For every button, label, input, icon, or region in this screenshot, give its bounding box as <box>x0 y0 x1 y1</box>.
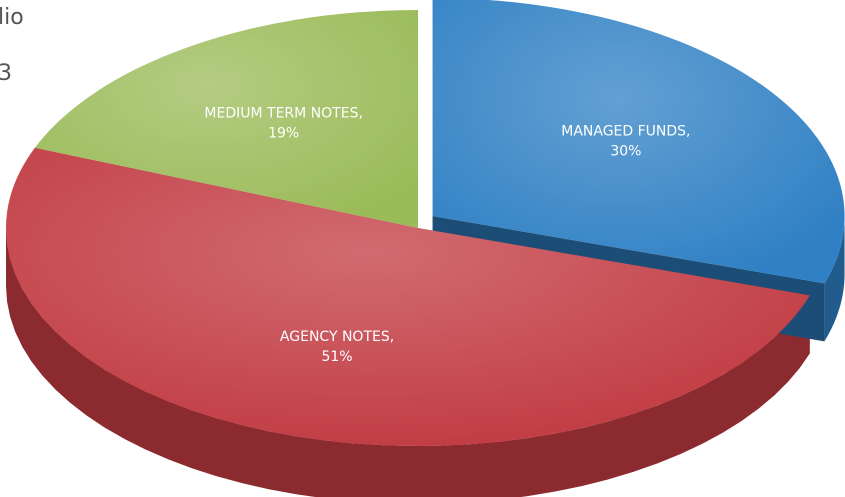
pie: MANAGED FUNDS, 30% AGENCY NOTES, 51% MEDIUM … <box>5 0 845 497</box>
slice-shine <box>5 147 810 447</box>
slice-side <box>6 228 810 497</box>
slice-shine <box>432 0 845 284</box>
data-label: 51% <box>321 349 352 365</box>
slice-shine <box>34 10 418 228</box>
text-fragment: lio <box>0 5 24 30</box>
text-fragment: 3 <box>0 61 12 86</box>
data-label-name: MEDIUM TERM NOTES, <box>204 105 363 121</box>
data-label-name: AGENCY NOTES, <box>280 329 394 345</box>
slice-side <box>824 216 845 342</box>
data-label: 19% <box>268 125 299 141</box>
data-label: 30% <box>610 144 641 160</box>
data-label-name: MANAGED FUNDS, <box>561 124 690 140</box>
